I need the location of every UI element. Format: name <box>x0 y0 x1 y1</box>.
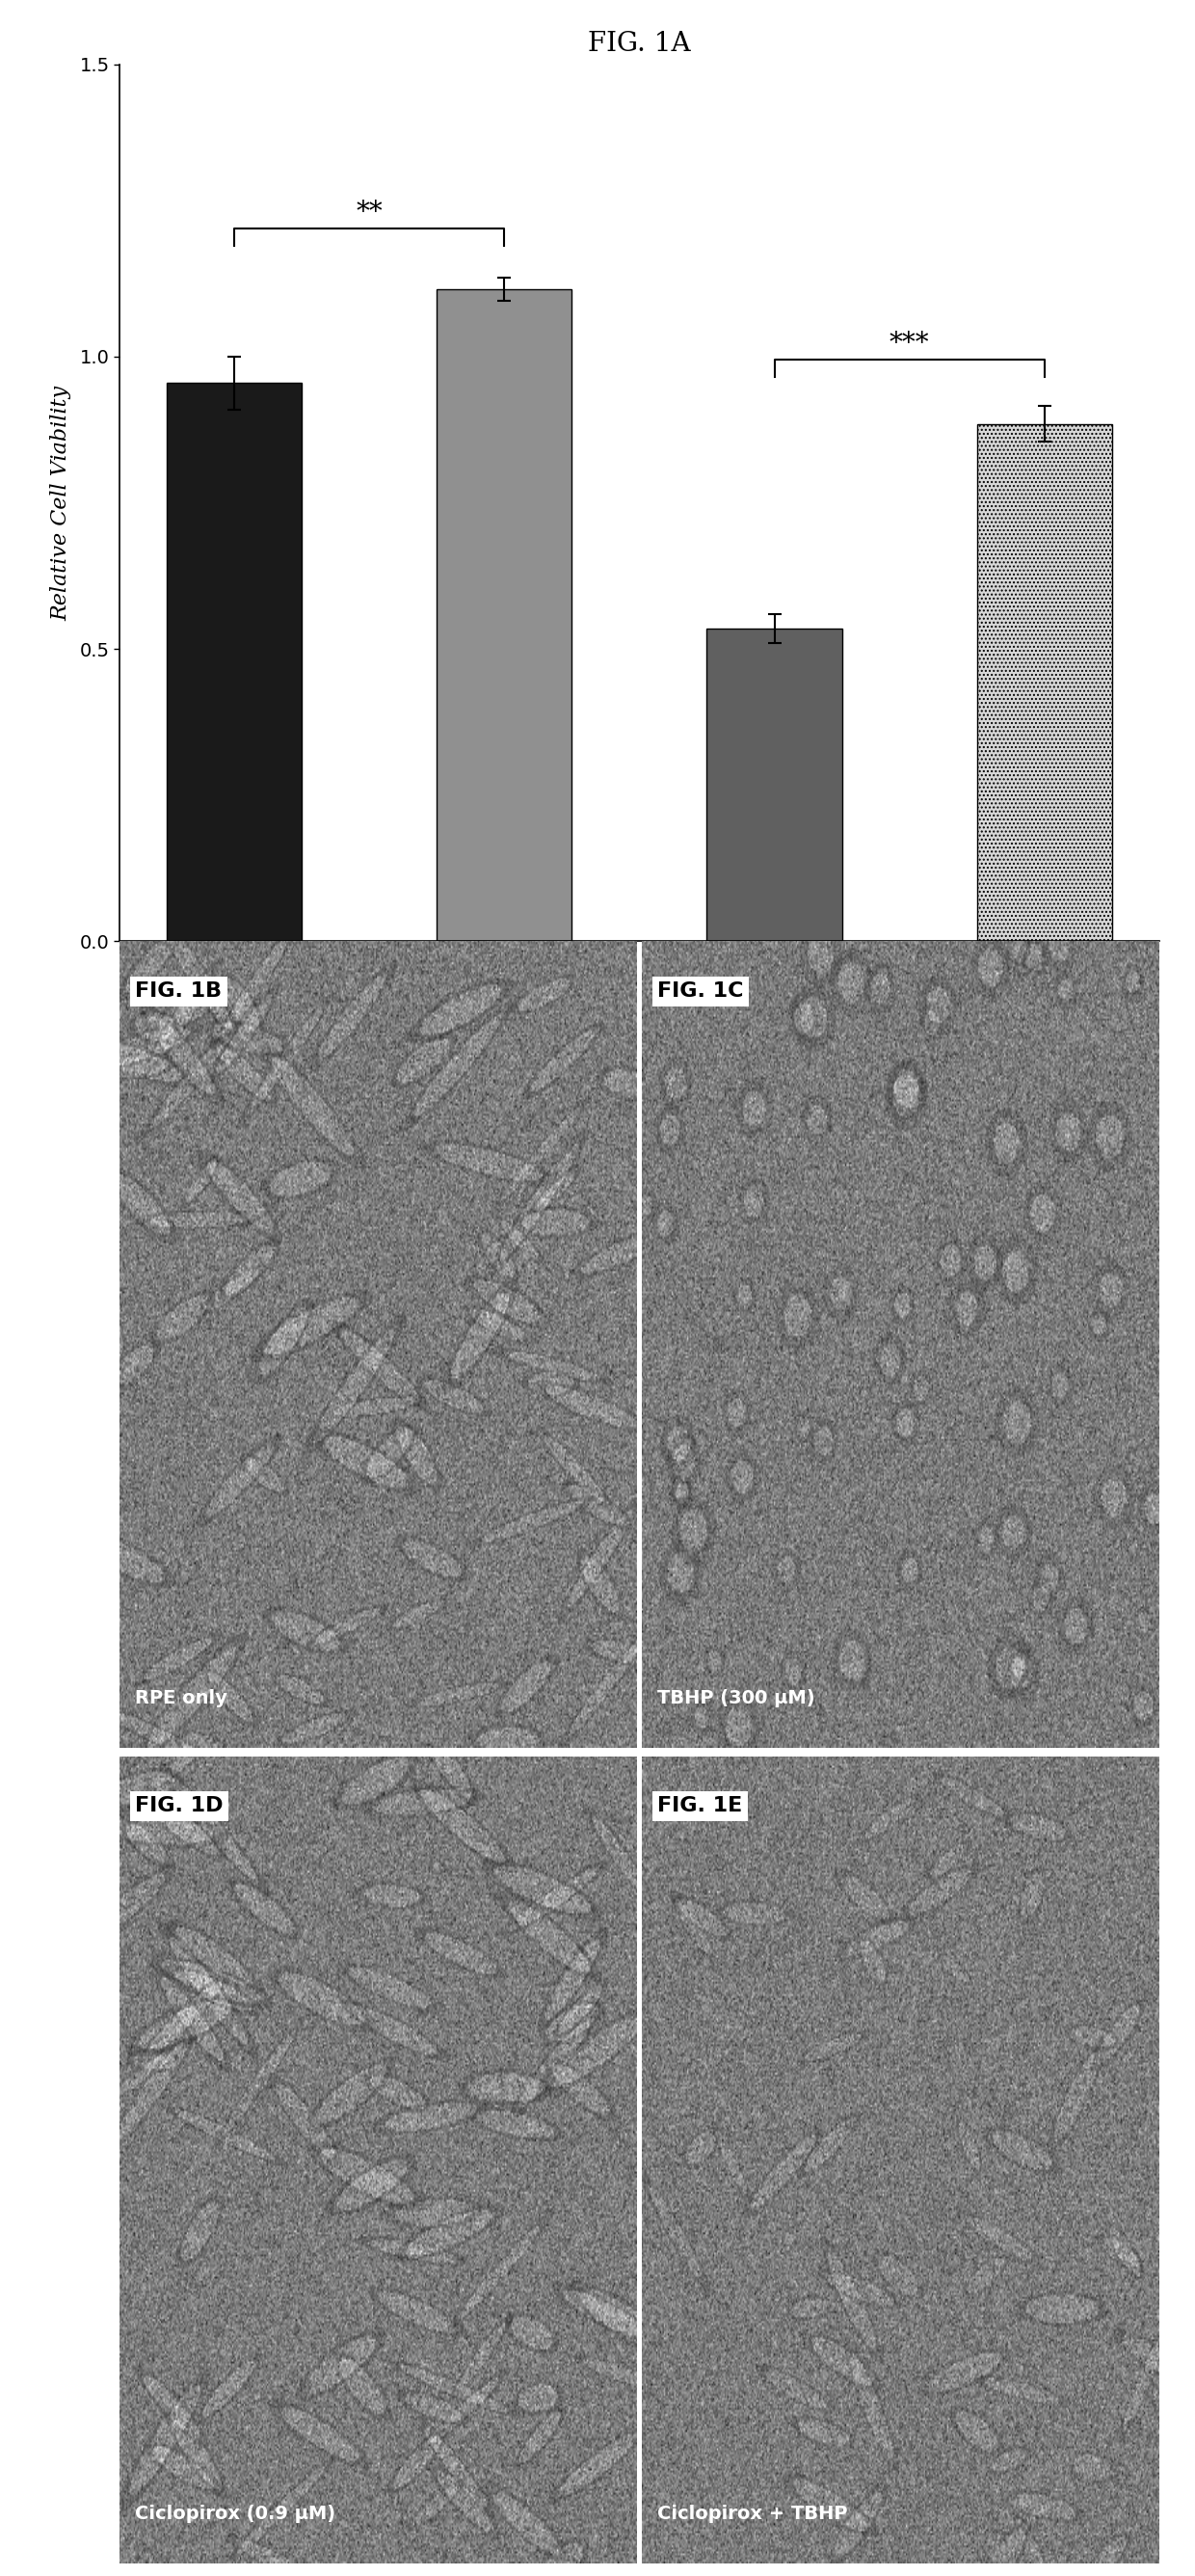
Title: FIG. 1A: FIG. 1A <box>588 31 691 57</box>
Text: Ciclopirox + TBHP: Ciclopirox + TBHP <box>657 2504 847 2522</box>
Bar <box>976 425 1111 940</box>
Text: ***: *** <box>889 330 930 355</box>
Bar <box>437 289 572 940</box>
Text: FIG. 1C: FIG. 1C <box>657 981 743 999</box>
Y-axis label: Relative Cell Viability: Relative Cell Viability <box>50 384 72 621</box>
Text: Ciclopirox (0.9 μM): Ciclopirox (0.9 μM) <box>135 2504 336 2522</box>
Text: FIG. 1B: FIG. 1B <box>135 981 222 999</box>
Text: **: ** <box>356 198 382 224</box>
Text: TBHP (300 μM): TBHP (300 μM) <box>657 1690 815 1708</box>
Text: FIG. 1E: FIG. 1E <box>657 1795 742 1816</box>
Bar <box>167 384 302 940</box>
Text: RPE only: RPE only <box>135 1690 227 1708</box>
Text: FIG. 1D: FIG. 1D <box>135 1795 223 1816</box>
Bar <box>706 629 841 940</box>
